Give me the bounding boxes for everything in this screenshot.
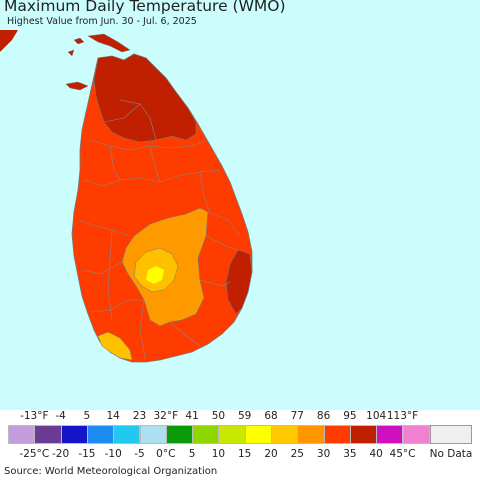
legend-f-label: 23 <box>132 410 147 422</box>
district-borders <box>77 99 241 363</box>
legend-f-label: 86 <box>316 410 331 422</box>
legend-c-label: 10 <box>211 448 226 460</box>
legend-f-label: 14 <box>106 410 120 422</box>
legend-c-label: -20 <box>52 448 70 460</box>
legend-swatch <box>271 425 299 444</box>
legend-c-label: 45°C <box>389 448 416 460</box>
south-orange-zone <box>97 331 133 361</box>
legend-swatch <box>192 425 220 444</box>
legend-c-label: -25°C <box>19 448 50 460</box>
legend-c-label: 40 <box>369 448 383 460</box>
legend-f-label: 104 <box>366 410 387 422</box>
no-data-swatch <box>430 425 472 444</box>
legend-swatch <box>113 425 141 444</box>
legend-c-label: -5 <box>134 448 145 460</box>
ocean-area <box>0 0 480 410</box>
legend-swatch <box>297 425 325 444</box>
legend-f-label: 77 <box>290 410 304 422</box>
legend-c-label: -15 <box>78 448 96 460</box>
legend-c-label: 30 <box>316 448 331 460</box>
legend-c-label: 25 <box>290 448 304 460</box>
legend-f-label: 50 <box>211 410 226 422</box>
legend-swatch <box>244 425 272 444</box>
source-credit: Source: World Meteorological Organizatio… <box>4 466 218 477</box>
legend-swatch <box>60 425 88 444</box>
east-hot-zone <box>225 249 253 315</box>
legend-f-label: 95 <box>343 410 357 422</box>
legend-swatch <box>376 425 404 444</box>
legend-c-label: -10 <box>104 448 122 460</box>
legend-swatch <box>165 425 194 444</box>
india-coast <box>0 30 18 52</box>
north-hot-zone <box>93 53 197 143</box>
mannar-island <box>65 81 89 91</box>
legend-swatch <box>402 425 430 444</box>
map-title: Maximum Daily Temperature (WMO) <box>4 0 286 15</box>
legend-f-label: 5 <box>83 410 91 422</box>
central-yellow-zone <box>146 266 164 284</box>
legend-swatch <box>218 425 246 444</box>
legend-c-label: 0°C <box>156 448 176 460</box>
legend-f-label: -13°F <box>20 410 49 422</box>
legend-swatch <box>139 425 167 444</box>
legend-c-label: 5 <box>188 448 196 460</box>
legend-f-label: 59 <box>238 410 252 422</box>
legend-f-label: 32°F <box>153 410 179 422</box>
legend-swatch <box>349 425 378 444</box>
legend-f-label: 68 <box>264 410 278 422</box>
legend-swatch <box>323 425 351 444</box>
map-subtitle: Highest Value from Jun. 30 - Jul. 6, 202… <box>7 16 197 27</box>
legend <box>0 410 480 480</box>
legend-swatch <box>34 425 62 444</box>
jaffna-islands <box>67 33 131 57</box>
legend-swatch <box>86 425 115 444</box>
legend-c-label: 15 <box>238 448 252 460</box>
legend-f-label: 41 <box>185 410 199 422</box>
temperature-map <box>0 0 480 410</box>
legend-swatch <box>8 425 36 444</box>
no-data-label: No Data <box>429 448 473 460</box>
legend-f-label: -4 <box>55 410 66 422</box>
legend-f-label: 113°F <box>386 410 419 422</box>
legend-c-label: 35 <box>343 448 357 460</box>
legend-c-label: 20 <box>264 448 278 460</box>
